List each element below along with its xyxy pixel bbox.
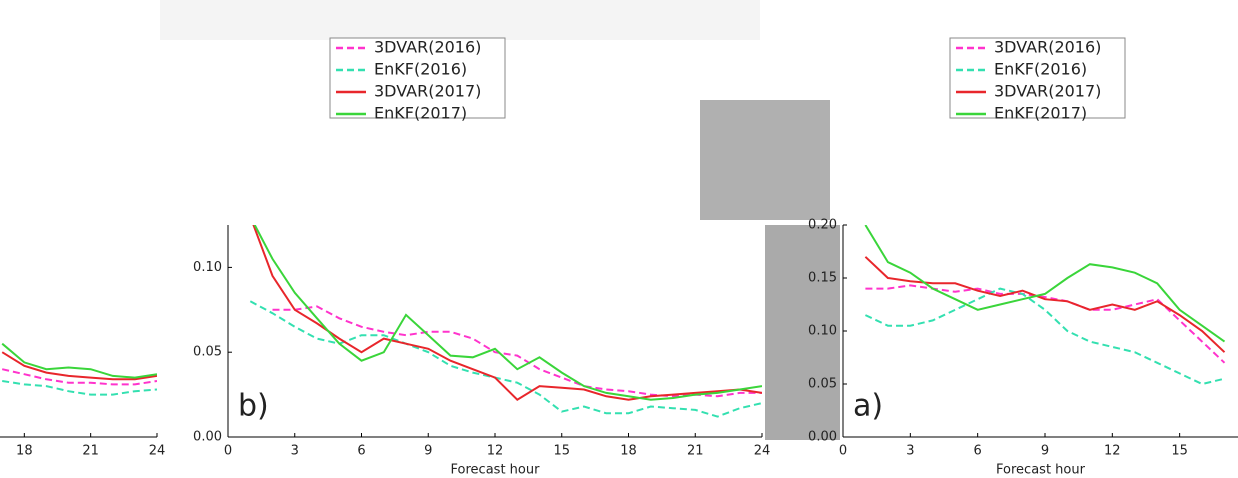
y-tick-label: 0.15 <box>808 271 837 286</box>
legend-label: EnKF(2016) <box>994 60 1087 79</box>
series-line <box>250 217 762 400</box>
series-line <box>865 257 1224 352</box>
panel-label: a) <box>853 389 883 424</box>
x-axis-label: Forecast hour <box>996 463 1086 478</box>
x-tick-label: 0 <box>839 444 847 459</box>
y-tick-label: 0.20 <box>808 218 837 233</box>
y-tick-label: 0.00 <box>808 430 837 445</box>
x-tick-label: 24 <box>754 444 771 459</box>
x-tick-label: 24 <box>149 444 166 459</box>
x-tick-label: 18 <box>16 444 33 459</box>
x-tick-label: 6 <box>357 444 365 459</box>
legend-label: EnKF(2017) <box>374 104 467 123</box>
x-tick-label: 9 <box>1041 444 1049 459</box>
x-tick-label: 15 <box>553 444 570 459</box>
series-line <box>250 217 762 400</box>
glitch-band <box>160 0 760 40</box>
plot-area <box>250 217 762 417</box>
legend-label: 3DVAR(2017) <box>374 82 481 101</box>
plot-area <box>2 344 157 395</box>
x-tick-label: 0 <box>224 444 232 459</box>
x-tick-label: 6 <box>974 444 982 459</box>
y-tick-label: 0.05 <box>193 345 222 360</box>
y-tick-label: 0.10 <box>808 324 837 339</box>
y-tick-label: 0.05 <box>808 377 837 392</box>
x-axis-label: Forecast hour <box>451 463 541 478</box>
page: 18 21 24 0 3 6 9 12 15 18 21 24 0.00 0.05 0.10 b) Foreca… <box>0 0 1238 478</box>
x-tick-label: 21 <box>687 444 704 459</box>
series-line <box>2 344 157 378</box>
x-tick-label: 3 <box>906 444 914 459</box>
x-tick-label: 9 <box>424 444 432 459</box>
plot-area <box>865 225 1224 384</box>
glitch-band <box>700 100 830 220</box>
legend-label: EnKF(2017) <box>994 104 1087 123</box>
y-tick-label: 0.00 <box>193 430 222 445</box>
x-tick-label: 21 <box>82 444 99 459</box>
x-tick-label: 15 <box>1171 444 1188 459</box>
legend-label: 3DVAR(2016) <box>994 38 1101 57</box>
legend-label: EnKF(2016) <box>374 60 467 79</box>
legend-label: 3DVAR(2017) <box>994 82 1101 101</box>
series-line <box>865 289 1224 384</box>
x-tick-label: 18 <box>620 444 637 459</box>
y-tick-label: 0.10 <box>193 260 222 275</box>
x-tick-label: 12 <box>1104 444 1121 459</box>
x-tick-label: 12 <box>487 444 504 459</box>
panel-label: b) <box>238 389 269 424</box>
x-tick-label: 3 <box>291 444 299 459</box>
legend-label: 3DVAR(2016) <box>374 38 481 57</box>
